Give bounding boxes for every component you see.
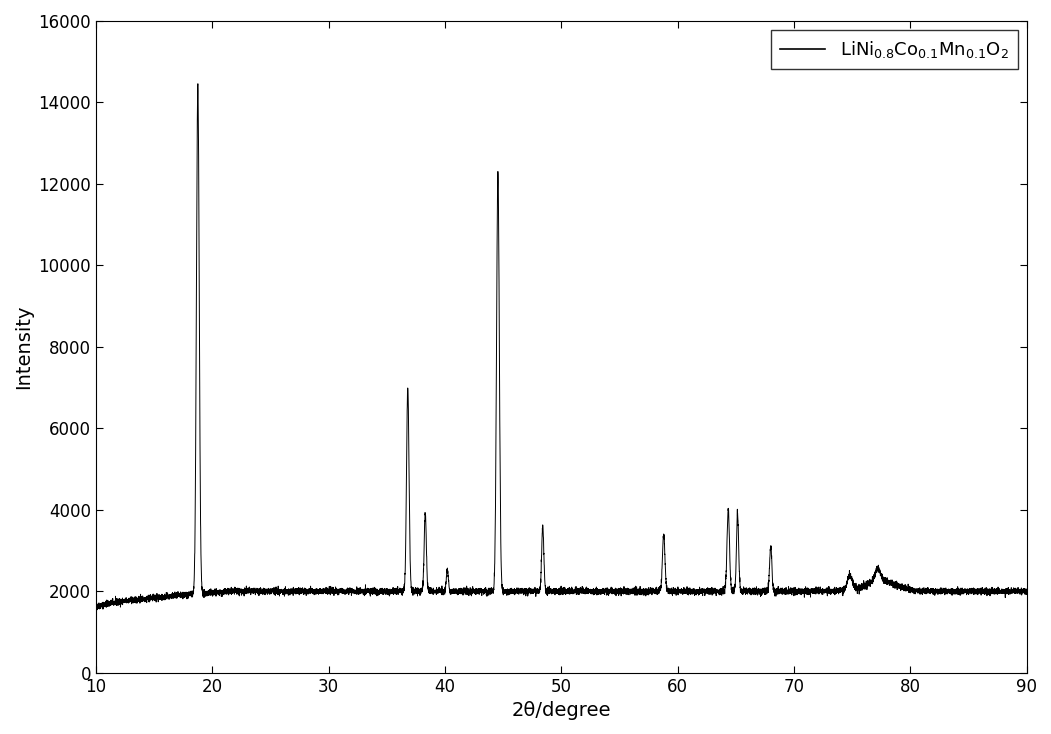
Y-axis label: Intensity: Intensity [14,305,33,389]
X-axis label: 2θ/degree: 2θ/degree [512,701,611,720]
Legend: LiNi$_{0.8}$Co$_{0.1}$Mn$_{0.1}$O$_2$: LiNi$_{0.8}$Co$_{0.1}$Mn$_{0.1}$O$_2$ [771,30,1017,69]
